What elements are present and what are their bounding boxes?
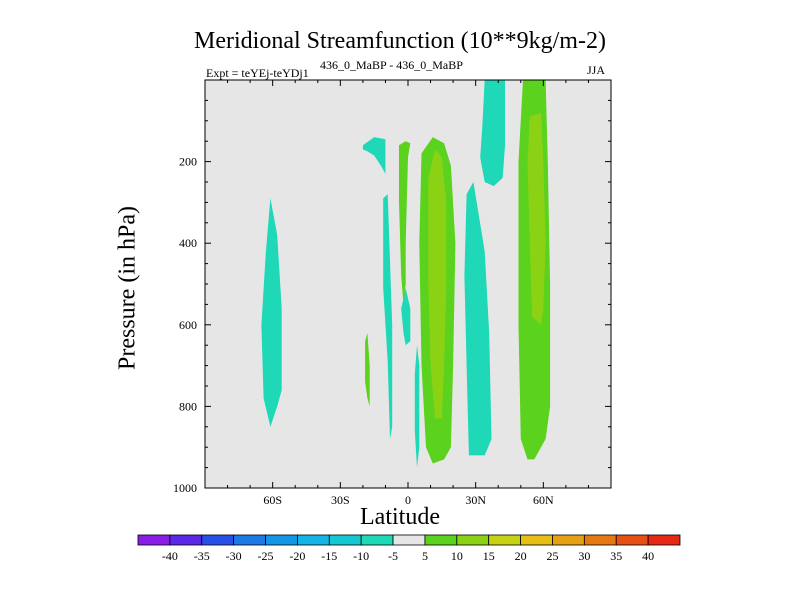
colorbar-label: 25 <box>546 549 558 563</box>
colorbar-label: 30 <box>578 549 590 563</box>
contour-neg-lat-minus60 <box>261 198 282 427</box>
x-tick-label: 0 <box>405 493 411 507</box>
contour-layer <box>261 80 551 468</box>
y-tick-label: 1000 <box>173 481 197 495</box>
colorbar: -40 -35 -30 -25 -20 -15 -10 -5 5 10 15 20 25 30 35 40 <box>137 534 681 563</box>
contour-pos-lat-0 <box>399 141 411 305</box>
contour-neg-lat-minus15-upper <box>362 137 386 174</box>
colorbar-label: 5 <box>422 549 428 563</box>
contour-neg-lat-38-upper <box>480 80 505 187</box>
colorbar-label: -5 <box>388 549 398 563</box>
axes: 60S 30S 0 30N 60N 200 400 600 800 1000 <box>173 79 612 507</box>
contour-neg-lat-minus10-lower <box>383 194 393 439</box>
experiment-difference-label: 436_0_MaBP - 436_0_MaBP <box>320 58 463 72</box>
colorbar-box <box>615 534 649 546</box>
x-tick-label: 30S <box>331 493 350 507</box>
contour-pos-lat-10-inner <box>428 149 447 419</box>
colorbar-label: 20 <box>515 549 527 563</box>
colorbar-box <box>328 534 362 546</box>
colorbar-label: -30 <box>226 549 242 563</box>
colorbar-box <box>360 534 394 546</box>
season-label: JJA <box>587 63 606 77</box>
contour-neg-lat-0-lower <box>414 345 420 468</box>
colorbar-box <box>201 534 235 546</box>
colorbar-box <box>169 534 203 546</box>
x-tick-label: 30N <box>465 493 486 507</box>
colorbar-label: -25 <box>258 549 274 563</box>
colorbar-label: -20 <box>289 549 305 563</box>
colorbar-label: -40 <box>162 549 178 563</box>
experiment-label: Expt = teYEj-teYDj1 <box>206 66 309 80</box>
colorbar-box <box>552 534 585 546</box>
y-tick-label: 400 <box>179 236 197 250</box>
y-tick-label: 800 <box>179 399 197 413</box>
colorbar-box <box>456 534 490 546</box>
colorbar-box <box>583 534 617 546</box>
colorbar-box <box>424 534 458 546</box>
colorbar-box <box>265 534 298 546</box>
colorbar-label: 40 <box>642 549 654 563</box>
x-tick-label: 60S <box>263 493 282 507</box>
colorbar-box <box>488 534 521 546</box>
x-tick-label: 60N <box>533 493 554 507</box>
contour-neg-lat-25-lower <box>464 182 492 456</box>
colorbar-box <box>392 534 426 546</box>
colorbar-box <box>647 534 681 546</box>
colorbar-box <box>233 534 266 546</box>
y-tick-label: 600 <box>179 318 197 332</box>
colorbar-box <box>297 534 330 546</box>
colorbar-label: 15 <box>483 549 495 563</box>
contour-pos-lat-minus18-small <box>365 333 370 407</box>
chart-title: Meridional Streamfunction (10**9kg/m-2) <box>194 28 606 54</box>
y-tick-label: 200 <box>179 155 197 169</box>
colorbar-box <box>520 534 553 546</box>
colorbar-label: -10 <box>353 549 369 563</box>
contour-pos-lat-55-inner <box>527 112 546 325</box>
colorbar-label: 35 <box>610 549 622 563</box>
colorbar-label: 10 <box>451 549 463 563</box>
x-axis-label: Latitude <box>360 504 440 530</box>
colorbar-label: -15 <box>321 549 337 563</box>
colorbar-label: -35 <box>194 549 210 563</box>
colorbar-box <box>137 534 171 546</box>
y-axis-label: Pressure (in hPa) <box>114 206 141 370</box>
